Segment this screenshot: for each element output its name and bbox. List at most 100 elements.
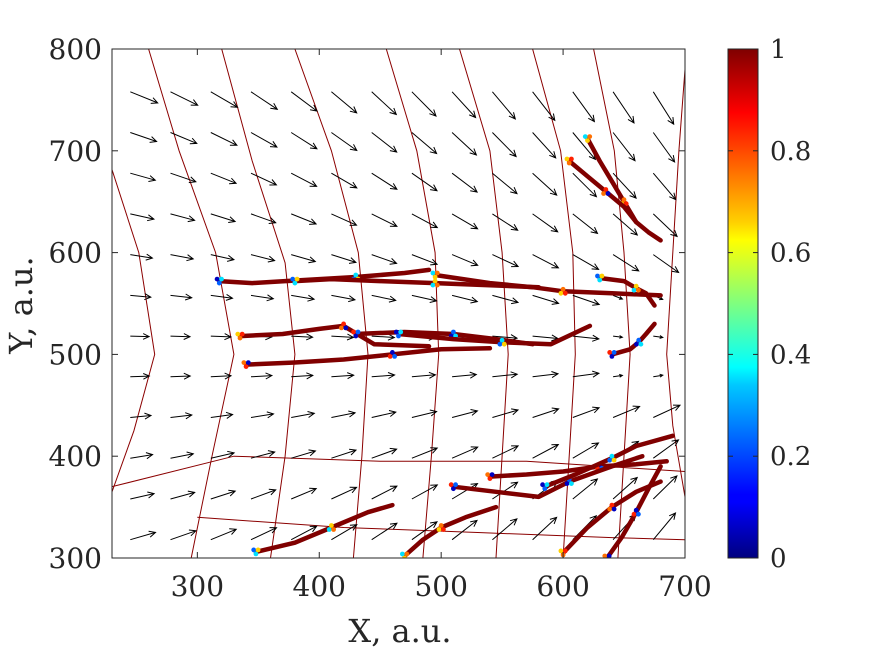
vector-arrow	[653, 373, 664, 378]
vector-arrow	[130, 213, 156, 222]
track-dot	[487, 476, 493, 481]
track-dot	[351, 329, 356, 335]
track-dot	[353, 272, 359, 278]
track-dot	[253, 551, 259, 557]
track-dot	[343, 325, 349, 331]
track-dot	[566, 160, 572, 166]
track-dot	[621, 197, 627, 203]
vector-arrow	[291, 333, 314, 341]
y-axis-ticks: 300 400 500 600 700 800	[49, 33, 685, 575]
vector-arrow	[130, 452, 154, 460]
track-dot	[540, 482, 545, 488]
vector-arrow	[532, 213, 559, 233]
vector-arrow	[331, 132, 358, 152]
track-dot	[451, 329, 456, 335]
vector-arrow	[492, 371, 519, 379]
track-dot	[489, 472, 495, 477]
vector-arrow	[612, 91, 635, 124]
vector-arrow	[170, 213, 196, 223]
vector-arrow	[572, 294, 601, 306]
track-dot	[448, 482, 454, 488]
vector-arrow	[130, 293, 152, 301]
vector-arrow	[250, 172, 278, 186]
vector-arrow	[572, 254, 600, 270]
vector-arrow	[210, 333, 233, 341]
track-dot	[436, 527, 442, 532]
track-dot	[564, 156, 570, 162]
vector-arrow	[290, 525, 318, 541]
track-dot	[214, 276, 220, 282]
vector-arrow	[411, 213, 439, 229]
vector-arrow	[652, 132, 676, 163]
x-tick-label: 700	[658, 570, 711, 603]
vector-arrow	[452, 371, 478, 379]
track-dot	[430, 270, 436, 276]
vector-arrow	[451, 213, 479, 230]
vector-arrow	[331, 372, 355, 380]
track-dot	[605, 191, 611, 196]
plot-frame	[111, 48, 686, 559]
contour-line	[593, 49, 631, 558]
track-dot	[331, 527, 336, 532]
vector-arrow	[331, 448, 358, 459]
track-dot	[544, 482, 550, 488]
vector-arrow	[250, 372, 274, 380]
vector-arrow	[371, 254, 398, 265]
vector-arrow	[451, 132, 478, 156]
track-dot	[245, 360, 251, 365]
track-dot	[390, 350, 395, 355]
vector-arrow	[290, 132, 318, 150]
vector-arrow	[130, 333, 151, 340]
vector-arrow	[411, 409, 438, 418]
track-dot	[255, 547, 261, 553]
track-dot	[611, 457, 617, 463]
vector-arrow	[130, 91, 159, 104]
vector-arrow	[250, 132, 278, 148]
y-tick-label: 600	[49, 237, 102, 270]
track-dot	[562, 548, 568, 554]
track-dot	[607, 457, 613, 463]
track-dot	[216, 280, 222, 286]
vector-arrow	[532, 132, 557, 159]
vector-arrow	[210, 528, 238, 541]
contour-line	[294, 49, 369, 558]
track-dot	[609, 453, 615, 459]
vector-arrow	[612, 476, 639, 500]
y-tick-label: 800	[49, 33, 102, 66]
track-dot	[569, 156, 574, 162]
vector-arrow	[612, 294, 624, 300]
track-dot	[396, 333, 401, 339]
x-axis-ticks: 300 400 500 600 700	[171, 49, 712, 603]
vector-arrow	[371, 132, 398, 153]
vector-arrow	[371, 172, 398, 190]
vector-arrow	[532, 516, 558, 541]
x-tick-label: 600	[536, 570, 589, 603]
track-dot	[453, 482, 458, 488]
track-dot	[292, 280, 298, 286]
track-dot	[237, 335, 243, 341]
vector-arrow	[291, 411, 316, 418]
track-dot	[451, 486, 456, 492]
contour-line	[221, 49, 296, 558]
track-dot	[636, 337, 642, 343]
track-dot	[353, 333, 359, 339]
track-dot	[636, 511, 641, 517]
vector-arrow	[170, 293, 193, 301]
vector-arrow	[451, 519, 478, 541]
trajectory-track	[432, 272, 663, 298]
vector-arrow	[250, 254, 276, 263]
vector-arrow	[572, 370, 601, 378]
vector-arrow	[612, 132, 636, 162]
vector-arrow	[613, 335, 624, 339]
vector-arrow	[210, 132, 238, 146]
track-dot	[235, 331, 241, 337]
plot-content	[112, 49, 685, 558]
vector-arrow	[532, 443, 560, 459]
vector-arrow	[290, 91, 318, 112]
vector-arrow	[451, 409, 479, 418]
colorbar-tick-label: 1	[770, 35, 787, 65]
colorbar-tick-label: 0	[770, 544, 787, 574]
track-dot	[290, 276, 296, 282]
track-dot	[392, 354, 397, 359]
